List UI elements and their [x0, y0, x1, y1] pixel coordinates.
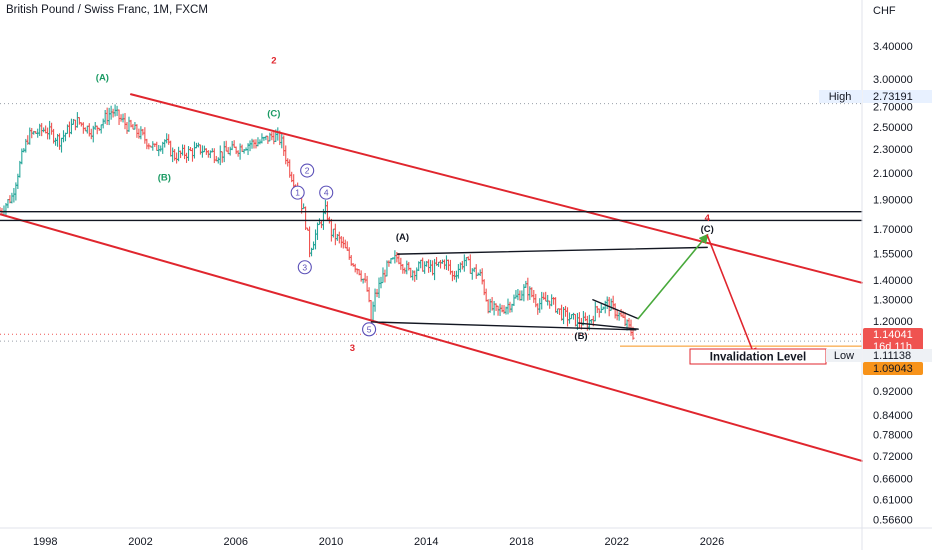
price-tick-labels: 3.40000 3.00000 2.70000 2.50000 2.30000 2.100…	[873, 41, 913, 527]
reference-lines	[0, 103, 862, 347]
invalidation-level-box: Invalidation Level	[689, 348, 827, 365]
low-label-text: Low	[834, 350, 854, 362]
price-tick-label: 0.72000	[873, 451, 913, 463]
price-tick-label: 1.70000	[873, 224, 913, 236]
wave-label-text: 5	[367, 324, 372, 334]
wave-label: 3	[350, 343, 355, 354]
wave-label: (C)	[267, 109, 280, 120]
projection-price-bg	[863, 362, 923, 375]
wave-label-text: 3	[302, 262, 307, 272]
triangle-upper-line	[592, 299, 639, 320]
triangle-lower-line	[577, 322, 639, 330]
range-upper-line	[396, 246, 708, 255]
wave-label-circle	[300, 163, 315, 178]
wave-label: (A)	[96, 73, 109, 84]
circled-wave-label: 4	[319, 185, 334, 200]
wave-label-circle	[319, 185, 334, 200]
wave-label-text: 2	[305, 166, 310, 176]
price-tick-label: 2.50000	[873, 122, 913, 134]
high-value-text: 2.73191	[873, 91, 913, 103]
price-tick-label: 2.70000	[873, 102, 913, 114]
current-price-bg	[863, 328, 923, 353]
circled-wave-label: 2	[300, 163, 315, 178]
price-tick-label: 3.40000	[873, 41, 913, 53]
wave-label-circle	[297, 260, 312, 275]
price-tick-label: 1.40000	[873, 275, 913, 287]
time-tick-label: 2018	[509, 536, 533, 548]
price-tick-label: 1.90000	[873, 194, 913, 206]
time-tick-label: 2026	[700, 536, 724, 548]
low-value-bg	[863, 349, 932, 362]
wave-label-text: 4	[324, 188, 329, 198]
low-label: Low 1.11138	[826, 349, 932, 362]
price-tick-label: 2.10000	[873, 168, 913, 180]
circled-wave-label: 1	[290, 185, 305, 200]
high-value-bg	[863, 90, 932, 103]
wave-label: 2	[271, 55, 276, 66]
wave-label-circle	[362, 322, 377, 337]
chart-title: British Pound / Swiss Franc, 1M, FXCM	[6, 4, 208, 16]
high-label-text: High	[829, 91, 852, 103]
high-label-bg	[819, 90, 862, 103]
wave-label: (C)	[701, 224, 714, 235]
projection-down-line	[706, 234, 757, 358]
price-tick-label: 0.92000	[873, 386, 913, 398]
price-axis[interactable]: CHF 3.40000 3.00000 2.70000 2.50000 2.30000 2…	[861, 0, 913, 550]
time-axis[interactable]: 1998 2002 2006 2010 2014 2018 2022 2026	[0, 527, 932, 548]
low-value-text: 1.11138	[873, 350, 911, 362]
price-tags: High 2.73191 1.14041 16d 11h Low 1.11138…	[819, 90, 932, 375]
circled-wave-label: 5	[362, 322, 377, 337]
price-tick-label: 1.20000	[873, 316, 913, 328]
drawn-lines	[0, 93, 863, 462]
price-tick-label: 3.00000	[873, 74, 913, 86]
price-tick-label: 0.66000	[873, 474, 913, 486]
wave-label-circle	[290, 185, 305, 200]
price-tick-label: 0.78000	[873, 430, 913, 442]
range-lower-line	[370, 321, 637, 331]
price-tick-label: 0.84000	[873, 410, 913, 422]
invalidation-level-text: Invalidation Level	[710, 352, 807, 364]
wave-label: (B)	[574, 331, 587, 342]
projection-up-line	[637, 233, 709, 320]
low-label-bg	[826, 349, 862, 362]
time-tick-label: 1998	[33, 536, 57, 548]
wave-label: (A)	[396, 232, 409, 243]
time-tick-labels: 1998 2002 2006 2010 2014 2018 2022 2026	[33, 536, 724, 548]
projection-price-tag: 1.09043	[863, 362, 923, 375]
circled-wave-label: 3	[297, 260, 312, 275]
price-tick-label: 1.30000	[873, 295, 913, 307]
time-tick-label: 2010	[319, 536, 343, 548]
projection-price-value: 1.09043	[873, 363, 913, 375]
time-tick-label: 2022	[604, 536, 628, 548]
price-tick-label: 0.56600	[873, 514, 913, 526]
price-tick-label: 1.55000	[873, 248, 913, 260]
current-price-value: 1.14041	[873, 329, 913, 341]
wave-label: 4	[705, 213, 711, 224]
time-tick-label: 2014	[414, 536, 438, 548]
price-tick-label: 2.30000	[873, 144, 913, 156]
time-tick-label: 2006	[223, 536, 247, 548]
time-tick-label: 2002	[128, 536, 152, 548]
channel-upper-line	[129, 93, 863, 284]
wave-label: (B)	[158, 173, 171, 184]
channel-lower-line	[0, 213, 863, 462]
axis-currency-label: CHF	[873, 5, 896, 17]
price-tick-label: 0.61000	[873, 495, 913, 507]
high-label: High 2.73191	[819, 90, 932, 103]
wave-label-text: 1	[295, 188, 300, 198]
